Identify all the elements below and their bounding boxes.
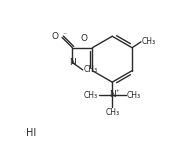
Text: ⁺: ⁺ xyxy=(116,90,119,96)
Text: O: O xyxy=(51,32,58,41)
Text: CH₃: CH₃ xyxy=(142,37,156,46)
Text: N: N xyxy=(109,90,116,99)
Text: N: N xyxy=(69,58,76,67)
Text: CH₃: CH₃ xyxy=(84,65,98,74)
Text: HI: HI xyxy=(26,128,37,138)
Text: CH₃: CH₃ xyxy=(84,91,98,100)
Text: CH₃: CH₃ xyxy=(126,91,140,100)
Text: ⁻: ⁻ xyxy=(63,30,67,39)
Text: CH₃: CH₃ xyxy=(105,108,119,117)
Text: O: O xyxy=(81,34,88,43)
